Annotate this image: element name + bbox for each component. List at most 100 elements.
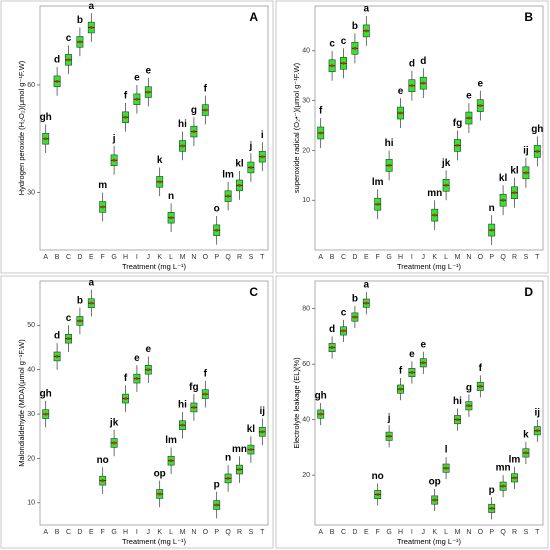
- group-letter: e: [134, 73, 140, 84]
- group-letter: b: [352, 294, 358, 305]
- median-dot: [249, 165, 253, 169]
- median-dot: [260, 155, 264, 159]
- x-tick-label: E: [89, 529, 94, 536]
- x-tick-label: M: [455, 529, 461, 536]
- group-letter: b: [352, 21, 358, 32]
- x-tick-label: D: [352, 529, 357, 536]
- x-tick-label: Q: [500, 254, 506, 261]
- x-tick-label: A: [43, 529, 48, 536]
- group-letter: g: [466, 382, 472, 393]
- median-dot: [478, 104, 482, 108]
- group-letter: d: [409, 58, 415, 69]
- y-tick-label: 20: [302, 147, 310, 154]
- group-letter: kl: [247, 424, 256, 435]
- median-dot: [203, 108, 207, 112]
- x-tick-label: J: [422, 529, 426, 536]
- group-letter: op: [429, 477, 441, 488]
- x-tick-label: J: [422, 254, 426, 261]
- median-dot: [490, 228, 494, 232]
- median-dot: [410, 84, 414, 88]
- median-dot: [169, 216, 173, 220]
- x-tick-label: B: [330, 254, 335, 261]
- group-letter: e: [146, 344, 152, 355]
- median-dot: [215, 228, 219, 232]
- x-tick-label: H: [123, 254, 128, 261]
- median-dot: [524, 451, 528, 455]
- median-dot: [158, 492, 162, 496]
- x-tick-label: P: [489, 254, 494, 261]
- median-dot: [501, 198, 505, 202]
- group-letter: op: [154, 468, 166, 479]
- group-letter: no: [97, 455, 109, 466]
- x-axis-title: Treatment (mg L⁻¹): [122, 537, 187, 546]
- median-dot: [330, 64, 334, 68]
- panel-border: [275, 275, 549, 549]
- median-dot: [67, 337, 70, 341]
- median-dot: [319, 412, 323, 416]
- y-axis-title: superoxide radical (O₂•⁻)(μmol g⁻¹F.W): [292, 62, 301, 193]
- median-dot: [124, 397, 127, 401]
- median-dot: [467, 116, 471, 120]
- x-tick-label: R: [237, 529, 242, 536]
- group-letter: l: [445, 445, 448, 456]
- median-dot: [364, 301, 368, 305]
- median-dot: [410, 371, 414, 374]
- group-letter: gh: [315, 391, 327, 402]
- y-tick-label: 30: [27, 411, 35, 418]
- group-letter: a: [364, 280, 370, 291]
- median-dot: [535, 429, 539, 433]
- group-letter: f: [204, 83, 208, 94]
- group-letter: d: [54, 331, 60, 342]
- group-letter: j: [112, 134, 116, 145]
- group-letter: e: [398, 86, 404, 97]
- group-letter: lm: [222, 169, 234, 180]
- group-letter: jk: [109, 417, 119, 428]
- x-tick-label: S: [249, 254, 254, 261]
- group-letter: hi: [453, 396, 462, 407]
- x-tick-label: K: [432, 254, 437, 261]
- y-tick-label: 10: [27, 500, 35, 507]
- x-tick-label: F: [101, 254, 105, 261]
- y-tick-label: 10: [302, 197, 310, 204]
- y-tick-label: 50: [27, 322, 35, 329]
- x-tick-label: K: [157, 254, 162, 261]
- median-dot: [55, 79, 59, 83]
- x-tick-label: L: [444, 254, 448, 261]
- median-dot: [444, 466, 448, 470]
- x-tick-label: D: [77, 254, 82, 261]
- x-tick-label: R: [512, 254, 517, 261]
- group-letter: gh: [531, 124, 543, 135]
- x-tick-label: O: [203, 254, 209, 261]
- x-tick-label: T: [260, 254, 265, 261]
- median-dot: [192, 130, 196, 134]
- median-dot: [135, 97, 139, 101]
- median-dot: [387, 163, 391, 167]
- y-axis-title: Electrolyte leakage (EL)(%): [292, 357, 301, 449]
- group-letter: j: [387, 413, 391, 424]
- group-letter: f: [204, 368, 208, 379]
- group-letter: fg: [189, 382, 198, 393]
- group-letter: f: [319, 106, 323, 117]
- x-tick-label: I: [411, 254, 413, 261]
- median-dot: [101, 479, 105, 483]
- group-letter: m: [98, 180, 107, 191]
- median-dot: [135, 377, 139, 381]
- group-letter: p: [214, 479, 220, 490]
- group-letter: mn: [427, 188, 442, 199]
- y-tick-label: 40: [302, 48, 310, 55]
- median-dot: [101, 205, 105, 209]
- x-tick-label: I: [136, 529, 138, 536]
- group-letter: f: [399, 366, 403, 377]
- median-dot: [353, 315, 357, 319]
- x-tick-label: T: [260, 529, 265, 536]
- group-letter: b: [77, 15, 83, 26]
- median-dot: [260, 430, 264, 434]
- group-letter: c: [329, 38, 335, 49]
- x-tick-label: P: [489, 529, 494, 536]
- x-tick-label: C: [341, 529, 346, 536]
- panel-label: A: [249, 10, 258, 24]
- group-letter: b: [77, 295, 83, 306]
- y-tick-label: 40: [27, 367, 35, 374]
- median-dot: [78, 40, 82, 44]
- x-tick-label: P: [214, 529, 219, 536]
